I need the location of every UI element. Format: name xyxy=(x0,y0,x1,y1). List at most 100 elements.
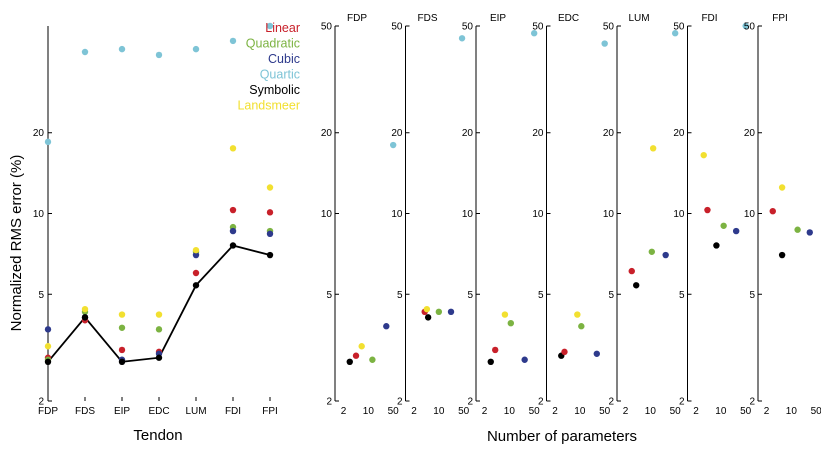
left-point-cubic xyxy=(229,227,237,235)
left-y-tick-label: 20 xyxy=(33,128,45,139)
panel-point-quadratic xyxy=(435,308,443,316)
panel-x-tick-label: 2 xyxy=(482,406,488,417)
panel-y-tick-label: 5 xyxy=(749,290,755,301)
panel-fdp: FDP 2 5 10 20 50 2 10 50 xyxy=(321,13,399,417)
panel-y-tick-label: 20 xyxy=(673,128,685,139)
panel-x-tick-label: 50 xyxy=(529,406,541,417)
legend-item-landsmeer: Landsmeer xyxy=(237,99,300,113)
panel-point-landsmeer xyxy=(423,305,431,313)
left-point-landsmeer xyxy=(81,305,89,313)
panel-y-tick-label: 50 xyxy=(462,22,474,33)
panel-point-linear xyxy=(492,346,499,354)
panel-point-cubic xyxy=(806,229,813,236)
panel-point-linear xyxy=(561,348,568,356)
panel-point-cubic xyxy=(732,227,740,235)
panel-y-tick-label: 2 xyxy=(326,397,332,408)
panel-y-tick-label: 5 xyxy=(538,290,544,301)
left-point-landsmeer xyxy=(229,145,237,152)
legend-item-linear: Linear xyxy=(265,21,300,35)
left-point-linear xyxy=(192,269,200,277)
panel-x-tick-label: 2 xyxy=(693,406,699,417)
panel-point-quadratic xyxy=(507,319,515,327)
legend-item-symbolic: Symbolic xyxy=(249,83,300,97)
left-x-tick-label: FDI xyxy=(225,406,241,417)
panel-point-quadratic xyxy=(578,323,585,330)
panel-x-tick-label: 50 xyxy=(599,406,611,417)
panel-title: LUM xyxy=(628,13,649,24)
left-points xyxy=(44,22,274,366)
panel-x-tick-label: 10 xyxy=(786,406,798,417)
panel-point-symbolic xyxy=(633,282,640,289)
panel-y-tick-label: 2 xyxy=(608,397,614,408)
right-x-axis-label: Number of parameters xyxy=(487,428,637,445)
left-point-quartic xyxy=(81,48,89,56)
panel-title: FDI xyxy=(701,13,717,24)
panel-y-tick-label: 5 xyxy=(608,290,614,301)
panel-point-quartic xyxy=(671,30,679,37)
panel-title: FDS xyxy=(418,13,438,24)
left-point-quartic xyxy=(266,22,274,30)
left-point-quartic xyxy=(155,51,163,59)
left-point-landsmeer xyxy=(192,246,200,254)
panel-point-quartic xyxy=(458,35,466,42)
left-x-axis-label: Tendon xyxy=(133,427,182,444)
panel-y-tick-label: 10 xyxy=(532,209,544,220)
panel-y-tick-label: 50 xyxy=(391,22,403,33)
panel-x-tick-label: 10 xyxy=(574,406,586,417)
panel-x-tick-label: 10 xyxy=(715,406,727,417)
left-y-ticks: 2 5 10 20 xyxy=(33,128,52,408)
panel-y-tick-label: 2 xyxy=(679,397,685,408)
left-point-linear xyxy=(266,209,274,216)
panel-point-landsmeer xyxy=(700,151,707,159)
panel-point-symbolic xyxy=(713,242,720,249)
panel-x-tick-label: 50 xyxy=(811,406,821,417)
panel-y-tick-label: 20 xyxy=(532,128,544,139)
panel-x-tick-label: 10 xyxy=(363,406,375,417)
panel-x-tick-label: 50 xyxy=(670,406,682,417)
panel-point-landsmeer xyxy=(501,311,509,318)
left-point-linear xyxy=(118,346,126,354)
panel-point-landsmeer xyxy=(778,184,786,191)
left-point-cubic xyxy=(192,251,200,259)
panel-x-tick-label: 50 xyxy=(458,406,470,417)
left-x-tick-label: FDS xyxy=(75,406,95,417)
left-y-tick-label: 10 xyxy=(33,209,45,220)
panel-fpi: FPI 2 5 10 20 50 2 10 50 xyxy=(744,13,821,417)
panel-y-tick-label: 10 xyxy=(603,209,615,220)
panel-x-tick-label: 2 xyxy=(411,406,417,417)
panel-y-tick-label: 10 xyxy=(321,209,333,220)
left-x-tick-label: EIP xyxy=(114,406,130,417)
panel-y-tick-label: 5 xyxy=(679,290,685,301)
panel-point-quartic xyxy=(389,141,397,149)
left-point-quartic xyxy=(44,138,52,146)
panel-y-tick-label: 20 xyxy=(744,128,756,139)
panel-point-linear xyxy=(704,206,711,214)
symbolic-line xyxy=(47,244,271,363)
panel-x-tick-label: 50 xyxy=(388,406,400,417)
panel-point-linear xyxy=(769,207,776,215)
panel-x-tick-label: 2 xyxy=(552,406,558,417)
panel-y-tick-label: 20 xyxy=(321,128,333,139)
panel-point-quadratic xyxy=(369,356,376,363)
panel-y-tick-label: 2 xyxy=(467,397,473,408)
panel-point-quartic xyxy=(601,40,608,47)
panel-y-tick-label: 10 xyxy=(673,209,685,220)
left-point-symbolic xyxy=(81,314,89,321)
legend-item-quartic: Quartic xyxy=(260,68,300,82)
panel-y-tick-label: 10 xyxy=(462,209,474,220)
left-point-symbolic xyxy=(229,242,237,249)
panel-point-cubic xyxy=(593,350,600,357)
panel-point-cubic xyxy=(662,251,669,259)
panel-y-tick-label: 50 xyxy=(532,22,544,33)
left-y-axis-label: Normalized RMS error (%) xyxy=(8,155,25,332)
panel-y-tick-label: 20 xyxy=(462,128,474,139)
panel-x-tick-label: 2 xyxy=(341,406,347,417)
left-y-tick-label: 2 xyxy=(38,397,44,408)
left-point-symbolic xyxy=(44,358,52,366)
left-point-symbolic xyxy=(266,251,274,259)
